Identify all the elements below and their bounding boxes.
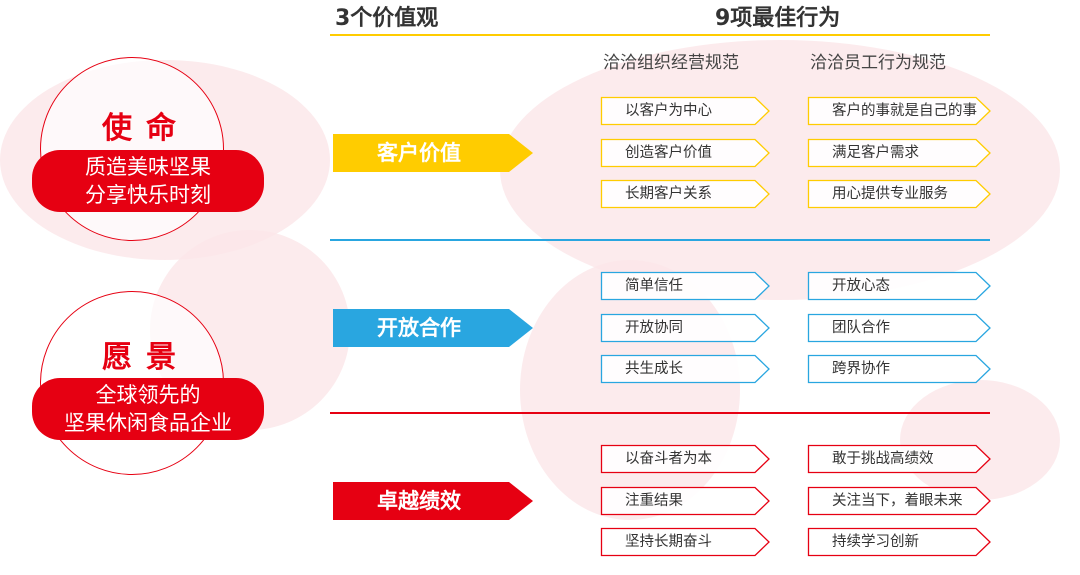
staff-behavior-tag: 持续学习创新: [807, 527, 991, 557]
behavior-label: 敢于挑战高绩效: [832, 451, 934, 467]
vision-line: 全球领先的: [95, 383, 201, 407]
org-behavior-tag: 共生成长: [600, 354, 770, 384]
value-banner: 客户价值: [333, 134, 533, 172]
behavior-label: 注重结果: [625, 492, 683, 509]
org-behavior-tag: 以奋斗者为本: [600, 444, 770, 474]
behavior-label: 创造客户价值: [625, 144, 712, 161]
staff-behavior-tag: 跨界协作: [807, 354, 991, 384]
behavior-label: 开放协同: [625, 319, 683, 336]
org-behavior-tag: 注重结果: [600, 486, 770, 515]
behavior-label: 跨界协作: [832, 361, 890, 377]
behavior-label: 团队合作: [832, 319, 890, 336]
values-heading: 3个价值观: [335, 6, 439, 31]
org-behavior-tag: 创造客户价值: [600, 138, 770, 167]
behavior-label: 满足客户需求: [832, 144, 919, 161]
staff-norms-heading: 洽洽员工行为规范: [810, 53, 946, 73]
staff-behavior-tag: 关注当下，着眼未来: [807, 486, 991, 515]
value-banner: 开放合作: [333, 309, 533, 347]
org-behavior-tag: 以客户为中心: [600, 96, 770, 126]
behavior-label: 共生成长: [625, 361, 683, 377]
behavior-label: 持续学习创新: [832, 534, 919, 550]
staff-behavior-tag: 满足客户需求: [807, 138, 991, 167]
value-banner: 卓越绩效: [333, 482, 533, 520]
divider-yellow: [330, 34, 990, 36]
org-norms-heading: 洽洽组织经营规范: [603, 53, 739, 73]
divider-blue: [330, 239, 990, 241]
org-behavior-tag: 简单信任: [600, 271, 770, 301]
staff-behavior-tag: 用心提供专业服务: [807, 179, 991, 209]
behavior-label: 以客户为中心: [625, 103, 712, 119]
mission-line: 分享快乐时刻: [85, 183, 211, 207]
mission-title: 使命: [102, 111, 190, 146]
behavior-label: 开放心态: [832, 278, 890, 294]
org-behavior-tag: 坚持长期奋斗: [600, 527, 770, 557]
behavior-label: 以奋斗者为本: [625, 451, 712, 467]
staff-behavior-tag: 客户的事就是自己的事: [807, 96, 991, 126]
vision-line: 坚果休闲食品企业: [64, 411, 232, 435]
vision-title: 愿景: [102, 340, 190, 375]
staff-behavior-tag: 开放心态: [807, 271, 991, 301]
behavior-label: 用心提供专业服务: [832, 186, 948, 202]
divider-red: [330, 412, 990, 414]
behavior-label: 简单信任: [625, 278, 683, 294]
mission-line: 质造美味坚果: [85, 155, 211, 179]
org-behavior-tag: 长期客户关系: [600, 179, 770, 209]
org-behavior-tag: 开放协同: [600, 313, 770, 342]
behavior-label: 坚持长期奋斗: [625, 534, 712, 550]
staff-behavior-tag: 敢于挑战高绩效: [807, 444, 991, 474]
behavior-label: 长期客户关系: [625, 186, 712, 202]
staff-behavior-tag: 团队合作: [807, 313, 991, 342]
behavior-label: 客户的事就是自己的事: [832, 103, 977, 119]
behaviors-heading: 9项最佳行为: [715, 6, 841, 31]
behavior-label: 关注当下，着眼未来: [832, 492, 963, 509]
